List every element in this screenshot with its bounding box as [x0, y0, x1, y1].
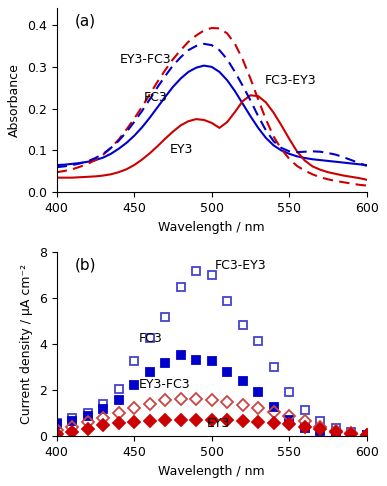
Text: FC3: FC3 — [144, 91, 167, 104]
Text: FC3-EY3: FC3-EY3 — [215, 259, 266, 272]
Y-axis label: Current density / μA cm⁻²: Current density / μA cm⁻² — [21, 264, 33, 424]
Text: EY3: EY3 — [207, 417, 230, 430]
X-axis label: Wavelength / nm: Wavelength / nm — [158, 465, 265, 478]
Text: EY3: EY3 — [170, 143, 193, 156]
Y-axis label: Absorbance: Absorbance — [9, 63, 21, 137]
X-axis label: Wavelength / nm: Wavelength / nm — [158, 221, 265, 234]
Text: FC3: FC3 — [139, 332, 163, 345]
Text: (a): (a) — [75, 14, 96, 29]
Text: FC3-EY3: FC3-EY3 — [264, 73, 316, 87]
Text: EY3-FC3: EY3-FC3 — [139, 378, 190, 391]
Text: (b): (b) — [75, 258, 97, 273]
Text: EY3-FC3: EY3-FC3 — [120, 52, 172, 66]
